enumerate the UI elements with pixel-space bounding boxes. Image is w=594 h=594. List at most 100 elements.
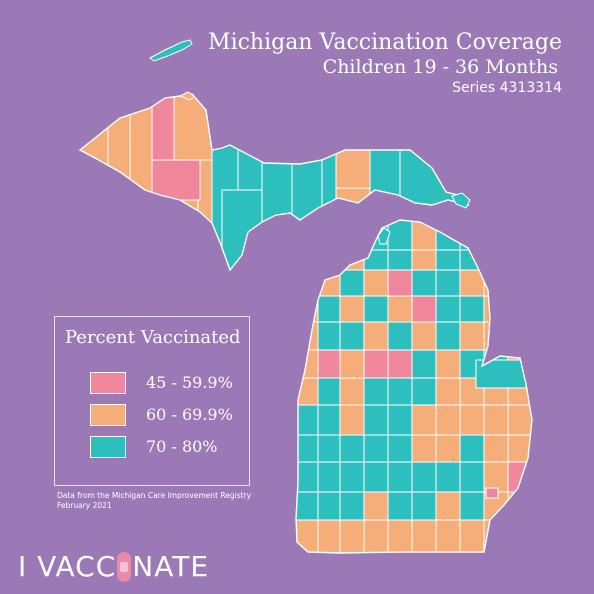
county (507, 269, 532, 297)
county (296, 220, 319, 251)
county (387, 491, 413, 521)
county (411, 404, 437, 436)
county (296, 269, 319, 297)
county (483, 461, 509, 493)
county (507, 434, 532, 463)
county (387, 349, 413, 379)
bandage-icon (117, 552, 132, 582)
county (507, 461, 532, 493)
county (411, 377, 437, 406)
county (291, 94, 323, 270)
county (339, 220, 365, 251)
legend-label-high: 70 - 80% (146, 437, 218, 456)
county (339, 295, 365, 323)
county (363, 404, 389, 436)
drummond-island (451, 192, 471, 209)
logo-text-right: NATE (132, 550, 210, 583)
county (507, 519, 532, 553)
county (507, 404, 532, 436)
county (339, 249, 365, 271)
county (129, 94, 153, 270)
county (387, 377, 413, 406)
county (411, 269, 437, 297)
county (296, 519, 319, 553)
legend-item-mid: 60 - 69.9% (90, 404, 250, 426)
county (459, 295, 485, 323)
county (151, 159, 201, 201)
county (296, 249, 319, 271)
legend-swatch-high (90, 436, 126, 458)
county (339, 321, 365, 351)
county (339, 377, 365, 406)
logo-text-left: I VACC (18, 550, 117, 583)
county (317, 349, 341, 379)
legend-title: Percent Vaccinated (65, 327, 241, 348)
county (173, 94, 213, 161)
county (387, 461, 413, 493)
county (507, 295, 532, 323)
legend-item-low: 45 - 59.9% (90, 372, 250, 394)
county (411, 434, 437, 463)
county (411, 491, 437, 521)
county (363, 295, 389, 323)
ivaccinate-logo: I VACC NATE (18, 550, 209, 583)
county (387, 249, 413, 271)
county (296, 404, 319, 436)
county (485, 487, 499, 499)
county (363, 491, 389, 521)
county (459, 491, 485, 521)
series-label: Series 4313314 (452, 80, 562, 96)
county (261, 94, 293, 270)
county (317, 321, 341, 351)
isle-royale (149, 39, 193, 62)
county (363, 461, 389, 493)
county (317, 377, 341, 406)
county (339, 519, 365, 553)
county (339, 269, 365, 297)
county (507, 220, 532, 251)
source-line-2: February 2021 (57, 501, 112, 510)
county (507, 491, 532, 521)
data-source-note: Data from the Michigan Care Improvement … (57, 491, 251, 511)
county (507, 321, 532, 351)
map-subtitle: Children 19 - 36 Months (322, 56, 558, 78)
county (435, 377, 461, 406)
county (387, 295, 413, 323)
county (459, 434, 485, 463)
county (435, 249, 461, 271)
county (339, 404, 365, 436)
county (435, 269, 461, 297)
county (507, 249, 532, 271)
county (459, 519, 485, 553)
county (317, 519, 341, 553)
keweenaw-tip (178, 91, 195, 101)
county (411, 295, 437, 323)
county (483, 249, 509, 271)
legend-swatch-low (90, 372, 126, 394)
county (459, 461, 485, 493)
county (435, 349, 461, 379)
county (335, 139, 371, 189)
county (435, 321, 461, 351)
county (317, 404, 341, 436)
county (363, 377, 389, 406)
county (317, 461, 341, 493)
county (317, 491, 341, 521)
county (317, 249, 341, 271)
county (475, 359, 527, 389)
county (387, 519, 413, 553)
county (435, 434, 461, 463)
legend-swatch-mid (90, 404, 126, 426)
legend: Percent Vaccinated 45 - 59.9% 60 - 69.9%… (54, 316, 250, 486)
county (435, 295, 461, 323)
upper-peninsula-outline (78, 93, 470, 272)
legend-label-low: 45 - 59.9% (146, 373, 233, 392)
county (80, 94, 109, 270)
county (387, 269, 413, 297)
county (317, 434, 341, 463)
county (459, 249, 485, 271)
county (483, 295, 509, 323)
county (296, 321, 319, 351)
